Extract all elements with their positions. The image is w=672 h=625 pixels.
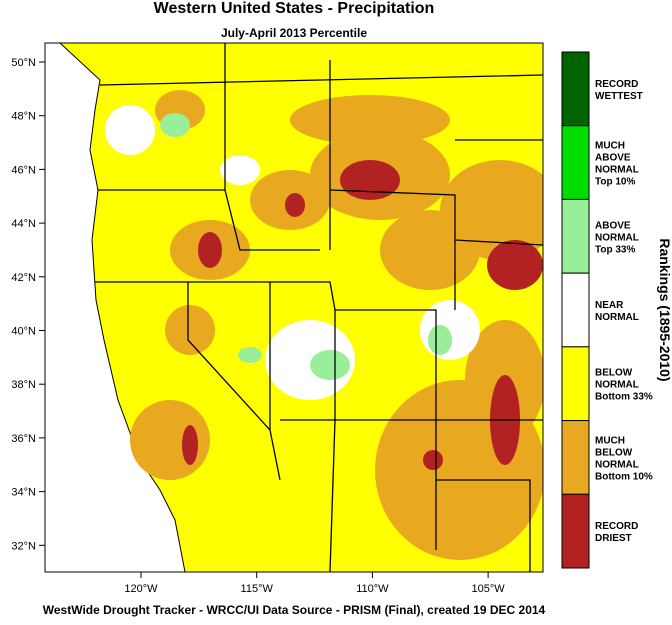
legend-label: NORMAL: [595, 232, 639, 243]
lat-tick-label: 46°N: [11, 164, 36, 176]
lon-tick-label: 115°W: [241, 583, 274, 595]
legend-label: RECORD: [595, 79, 638, 90]
lon-tick-label: 105°W: [472, 583, 506, 595]
lat-tick-label: 36°N: [11, 433, 36, 445]
legend-label: NORMAL: [595, 380, 639, 391]
legend-swatch: [561, 420, 590, 495]
lat-tick-label: 44°N: [11, 218, 36, 230]
legend-label: BELOW: [595, 368, 633, 379]
lon-tick-label: 110°W: [356, 583, 389, 595]
legend-label: NEAR: [595, 300, 624, 311]
title: Western United States - Precipitation: [154, 0, 435, 17]
state-borders: [95, 43, 543, 572]
lat-tick-label: 34°N: [11, 487, 36, 499]
lat-tick-label: 48°N: [11, 111, 36, 123]
legend-label: Bottom 10%: [595, 471, 653, 482]
legend-label: NORMAL: [595, 165, 639, 176]
above-normal-areas: [160, 113, 452, 380]
legend-swatch: [561, 493, 590, 569]
lat-tick-label: 40°N: [11, 326, 36, 338]
footer: WestWide Drought Tracker - WRCC/UI Data …: [43, 603, 546, 617]
legend-label: RECORD: [595, 521, 638, 532]
subtitle: July-April 2013 Percentile: [221, 26, 367, 40]
map-frame: [44, 42, 544, 573]
lat-tick-label: 50°N: [11, 57, 36, 69]
legend-title: Rankings (1895-2010): [657, 238, 672, 381]
legend-swatch: [561, 51, 590, 127]
legend-label: ABOVE: [595, 153, 631, 164]
map: [44, 42, 544, 573]
near-normal-areas: [105, 105, 480, 400]
legend-swatch: [561, 198, 590, 274]
legend-label: Bottom 33%: [595, 392, 653, 403]
legend-label: MUCH: [595, 141, 625, 152]
lat-tick-label: 38°N: [11, 379, 36, 391]
legend-label: MUCH: [595, 435, 625, 446]
lat-tick-label: 32°N: [11, 540, 36, 552]
legend-label: Top 33%: [595, 244, 635, 255]
legend-label: ABOVE: [595, 220, 631, 231]
legend-label: NORMAL: [595, 459, 639, 470]
legend-swatch: [561, 272, 590, 348]
legend-label: DRIEST: [595, 533, 632, 544]
legend-swatch: [561, 125, 590, 200]
legend-swatch: [561, 346, 590, 422]
lat-tick-label: 42°N: [11, 272, 36, 284]
legend-label: WETTEST: [595, 91, 643, 102]
legend-label: NORMAL: [595, 312, 639, 323]
lon-tick-label: 120°W: [124, 583, 158, 595]
legend-label: BELOW: [595, 447, 633, 458]
legend-label: Top 10%: [595, 177, 635, 188]
